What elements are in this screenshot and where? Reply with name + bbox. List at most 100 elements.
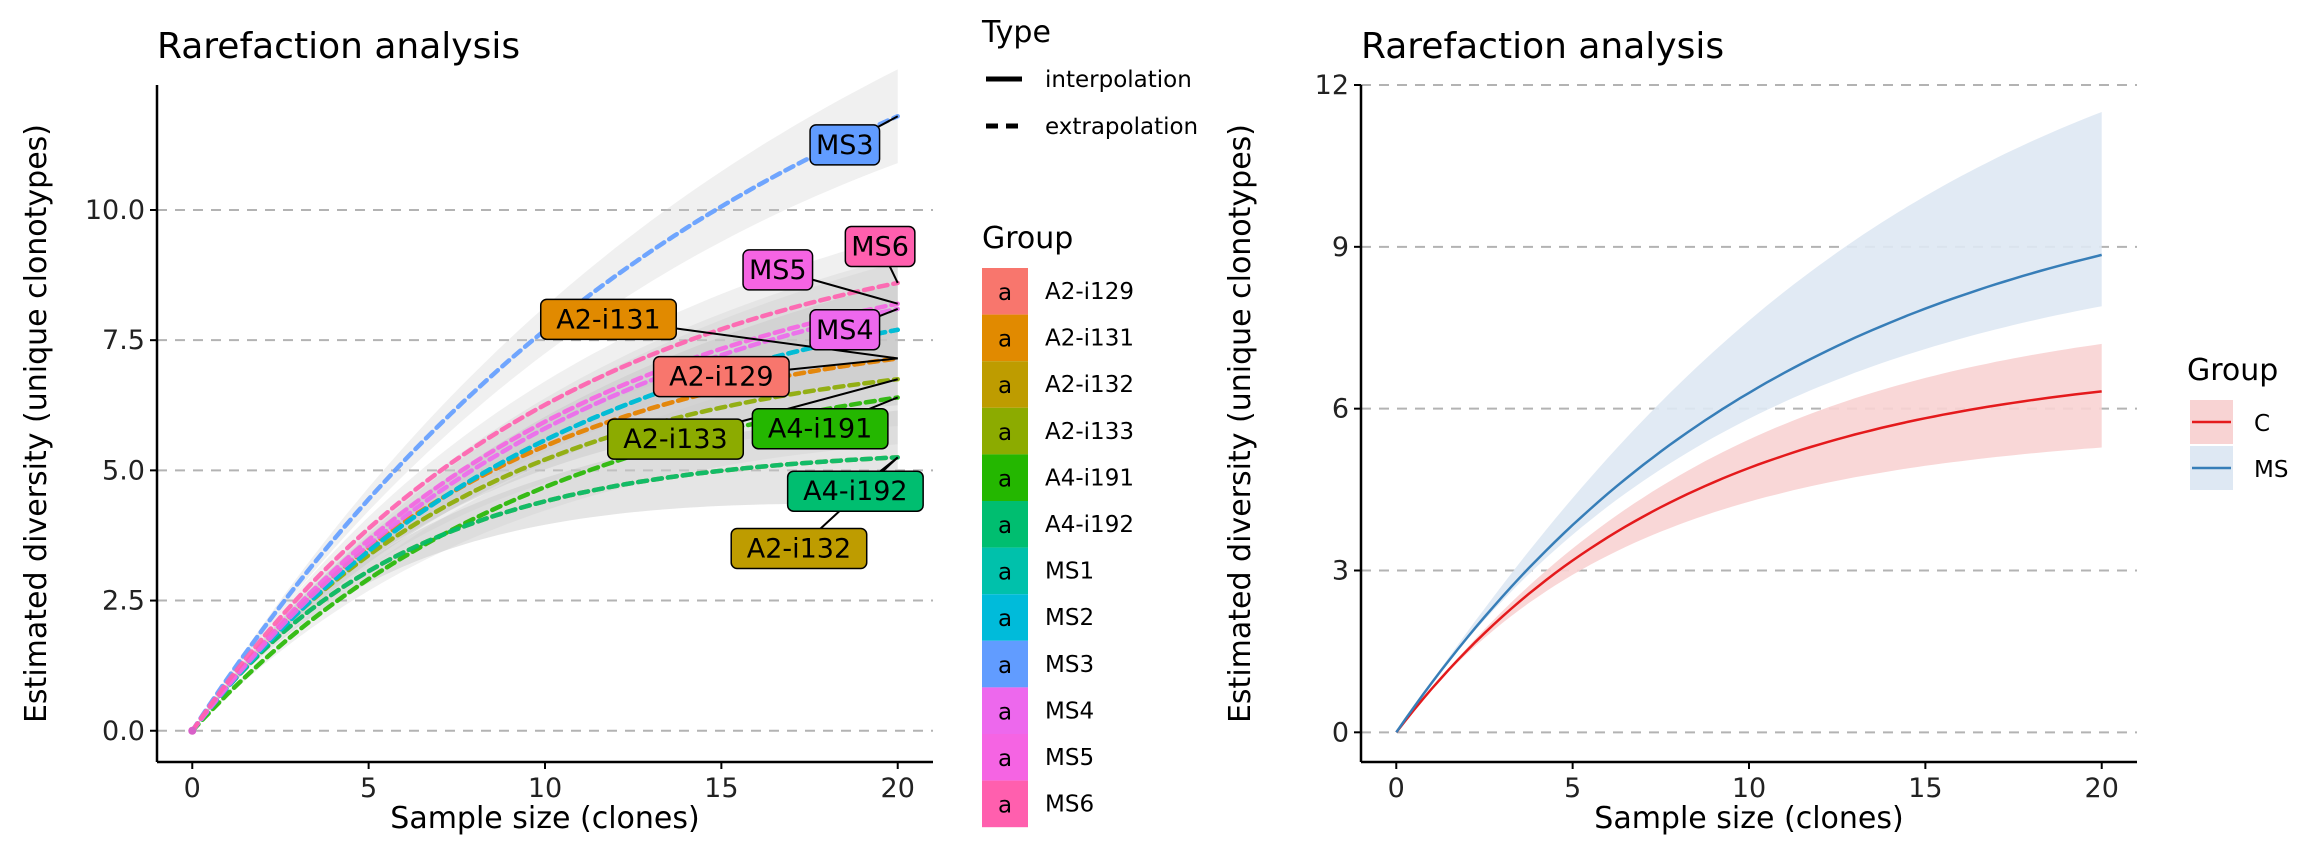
group-legend-key-letter: a	[998, 373, 1012, 399]
diversity-line-c	[1395, 390, 2102, 734]
group-legend-key-ms6	[982, 780, 1028, 828]
group-legend-key-letter: a	[998, 653, 1012, 679]
group-legend-key-ms2	[982, 594, 1028, 641]
y-axis-title: Estimated diversity (unique clonotypes)	[1223, 124, 1258, 723]
group-legend-key-letter: a	[998, 606, 1012, 632]
rarefaction-curve-ms5	[190, 301, 900, 734]
label-box-ms4	[809, 309, 881, 351]
group-legend-key-a4-i192	[982, 501, 1028, 548]
x-tick-label: 15	[704, 773, 738, 804]
ci-band-a2-i129	[192, 311, 898, 731]
x-tick-label: 20	[2085, 773, 2119, 804]
group-legend-label-ms3: MS3	[1045, 652, 1094, 678]
label-text-a2-i129: A2-i129	[669, 362, 773, 393]
right-rarefaction-panel: Rarefaction analysis 0 3 6 9 12 0 5 10 15 20 Sample…	[1223, 26, 2137, 836]
y-tick-label: 5.0	[102, 455, 145, 486]
label-text-a4-i192: A4-i192	[803, 476, 907, 507]
label-text-a2-i133: A2-i133	[623, 424, 727, 455]
ci-ribbon-ms	[1396, 112, 2102, 733]
ci-band-ms3	[192, 69, 898, 731]
group-legend-label-a2-i131: A2-i131	[1045, 326, 1134, 352]
right-panel-legend: Group C MS	[2187, 353, 2288, 490]
label-text-a4-i191: A4-i191	[768, 414, 872, 445]
group-legend-key-letter: a	[998, 280, 1012, 306]
y-axis-title: Estimated diversity (unique clonotypes)	[19, 124, 54, 723]
left-panel-legends: Type interpolation extrapolation Group a A2-i…	[981, 15, 1198, 828]
label-box-a2-i131	[539, 298, 677, 341]
y-tick-label: 6	[1332, 394, 1349, 425]
ci-band-a4-i192	[192, 410, 898, 731]
group-legend-key-letter: a	[998, 793, 1012, 819]
group-legend-label-ms5: MS5	[1045, 745, 1094, 771]
group-legend-key-letter: a	[998, 420, 1012, 446]
x-tick-label: 15	[1908, 773, 1942, 804]
x-tick-label: 5	[360, 773, 377, 804]
group-legend-key-a2-i131	[982, 314, 1028, 362]
group-legend-label-ms2: MS2	[1045, 605, 1094, 631]
label-text-ms6: MS6	[851, 231, 909, 262]
group-legend-key-a4-i191	[982, 454, 1028, 501]
x-tick-label: 20	[881, 773, 915, 804]
chart-title: Rarefaction analysis	[1361, 26, 1724, 67]
x-tick-label: 10	[1732, 773, 1766, 804]
label-text-a2-i132: A2-i132	[747, 533, 851, 564]
y-tick-label: 9	[1332, 232, 1349, 263]
type-legend-label: interpolation	[1045, 67, 1192, 93]
y-tick-label: 0	[1332, 717, 1349, 748]
group-legend-key-letter: a	[998, 513, 1012, 539]
group-legend-key-letter: a	[998, 327, 1012, 353]
x-tick-label: 0	[184, 773, 201, 804]
x-axis-title: Sample size (clones)	[1594, 801, 1903, 836]
label-box-ms5	[742, 249, 814, 291]
group-legend-key-letter: a	[998, 560, 1012, 586]
y-tick-label: 3	[1332, 555, 1349, 586]
type-legend-label: extrapolation	[1045, 114, 1198, 140]
y-tick-label: 12	[1315, 70, 1349, 101]
chart-title: Rarefaction analysis	[157, 26, 520, 67]
ci-ribbon-c	[1396, 343, 2102, 733]
label-box-a4-i192	[786, 470, 924, 512]
group-legend-key-ms5	[982, 734, 1028, 781]
label-text-ms3: MS3	[816, 130, 874, 161]
y-tick-label: 2.5	[102, 586, 145, 617]
left-rarefaction-panel: Rarefaction analysis 0.0 2.5 5.0 7.5 10.0 0 5 10…	[19, 26, 933, 836]
group-legend-title: Group	[982, 221, 1073, 256]
group-legend-key-ms1	[982, 547, 1028, 595]
x-tick-label: 10	[528, 773, 562, 804]
label-text-ms4: MS4	[816, 315, 874, 346]
series-labels: A2-i129 A2-i131 A2-i132 A2-i133 A4-i191 A4-i1…	[539, 115, 924, 570]
group-legend-label-ms6: MS6	[1045, 792, 1094, 818]
group-legend-key-a2-i132	[982, 361, 1028, 408]
group-legend-key-letter: a	[998, 699, 1012, 725]
right-legend-title: Group	[2187, 353, 2278, 388]
group-legend-key-letter: a	[998, 746, 1012, 772]
rarefaction-curve-ms2	[190, 327, 900, 734]
rarefaction-curve-ms4	[190, 306, 900, 734]
right-legend-label-c: C	[2254, 411, 2270, 437]
right-legend-label-ms: MS	[2254, 457, 2288, 483]
label-box-a2-i132	[730, 527, 868, 570]
label-box-a2-i129	[652, 355, 790, 398]
rarefaction-curve-ms6	[190, 280, 900, 734]
x-tick-label: 5	[1564, 773, 1581, 804]
label-box-ms6	[844, 225, 916, 268]
diversity-line-ms	[1395, 253, 2103, 734]
label-text-ms5: MS5	[749, 255, 807, 286]
curve-origin-point	[188, 726, 197, 735]
y-tick-label: 0.0	[102, 716, 145, 747]
ci-band-a2-i132	[192, 410, 898, 731]
label-box-a4-i191	[751, 407, 889, 450]
group-legend-label-ms4: MS4	[1045, 698, 1094, 724]
group-legend-key-a2-i133	[982, 407, 1028, 455]
group-legend-label-a2-i129: A2-i129	[1045, 279, 1134, 305]
y-tick-label: 10.0	[85, 195, 145, 226]
ci-band-a2-i131	[192, 311, 898, 731]
group-legend-label-a2-i132: A2-i132	[1045, 372, 1134, 398]
group-legend-key-ms4	[982, 687, 1028, 734]
y-tick-label: 7.5	[102, 325, 145, 356]
x-axis-title: Sample size (clones)	[390, 801, 699, 836]
label-text-a2-i131: A2-i131	[556, 304, 660, 335]
group-legend-label-a4-i192: A4-i192	[1045, 512, 1134, 538]
group-legend-key-ms3	[982, 640, 1028, 688]
